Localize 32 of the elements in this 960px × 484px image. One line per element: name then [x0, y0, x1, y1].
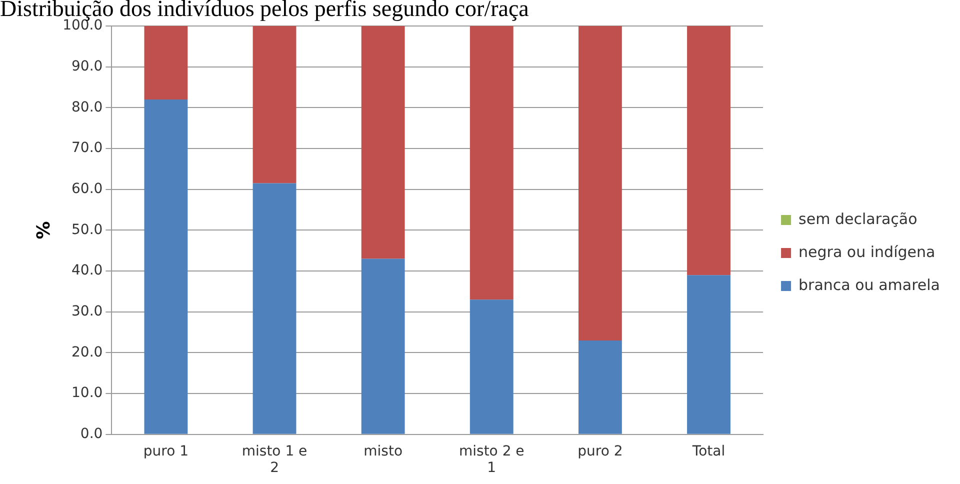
- y-tick-label: 60.0: [72, 181, 103, 197]
- bar: [252, 183, 296, 434]
- bar: [578, 26, 622, 340]
- bar: [470, 300, 514, 434]
- y-tick-label: 20.0: [72, 344, 103, 360]
- x-tick-label: Total: [691, 443, 726, 460]
- legend-label: negra ou indígena: [798, 242, 936, 261]
- y-tick-label: 30.0: [72, 304, 103, 320]
- x-tick-label: misto 2 e 1: [458, 443, 524, 476]
- bar: [687, 26, 730, 276]
- bar: [144, 100, 188, 434]
- y-tick-label: 40.0: [72, 262, 103, 279]
- x-tick-label: misto 1 e 2: [242, 443, 308, 476]
- x-tick-label: misto: [364, 443, 403, 460]
- bar: [470, 26, 514, 300]
- legend-label: sem declaração: [798, 210, 918, 228]
- bar: [578, 340, 622, 434]
- y-tick-label: 0.0: [80, 426, 103, 442]
- bar: [361, 26, 405, 259]
- x-tick-label: puro 1: [143, 443, 189, 460]
- x-tick-label: puro 2: [578, 443, 623, 460]
- legend-label: branca ou amarela: [798, 276, 940, 294]
- y-tick-label: 70.0: [72, 140, 103, 156]
- y-axis-title: %: [33, 221, 54, 240]
- bar: [144, 26, 188, 100]
- y-tick-label: 50.0: [72, 222, 103, 238]
- y-tick-label: 80.0: [72, 99, 103, 116]
- bar: [687, 275, 730, 434]
- bar: [252, 26, 296, 184]
- y-tick-label: 10.0: [72, 385, 103, 402]
- bar: [361, 258, 405, 434]
- y-tick-label: 90.0: [72, 58, 103, 74]
